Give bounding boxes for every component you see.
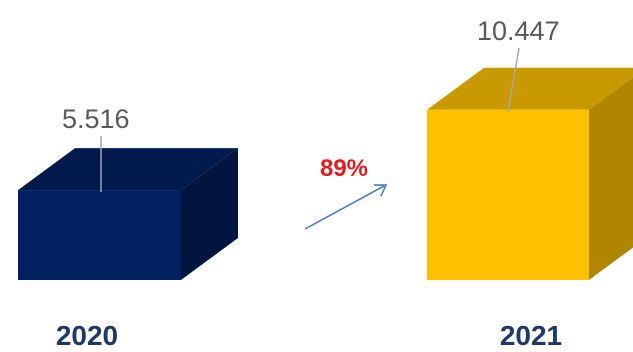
value-leader-line-2021 [507, 47, 520, 112]
bar-2021-top-face [427, 67, 633, 110]
growth-arrow-line [304, 185, 385, 230]
bar-2020-side-face [181, 148, 238, 280]
value-label-2021: 10.447 [477, 16, 560, 46]
category-label-2020: 2020 [56, 320, 118, 351]
value-label-2020: 5.516 [62, 104, 130, 134]
growth-arrow-head-icon [374, 184, 388, 197]
bar-2020 [18, 148, 238, 280]
bar-2020-front-face [18, 190, 181, 280]
growth-arrow [304, 184, 388, 230]
category-label-2021: 2021 [500, 320, 562, 351]
bar-2020-top-face [18, 148, 238, 191]
bar-2021-front-face [427, 109, 589, 280]
bar-2021-side-face [589, 77, 633, 280]
growth-percent-label: 89% [320, 155, 368, 182]
bar-2021 [427, 67, 633, 280]
